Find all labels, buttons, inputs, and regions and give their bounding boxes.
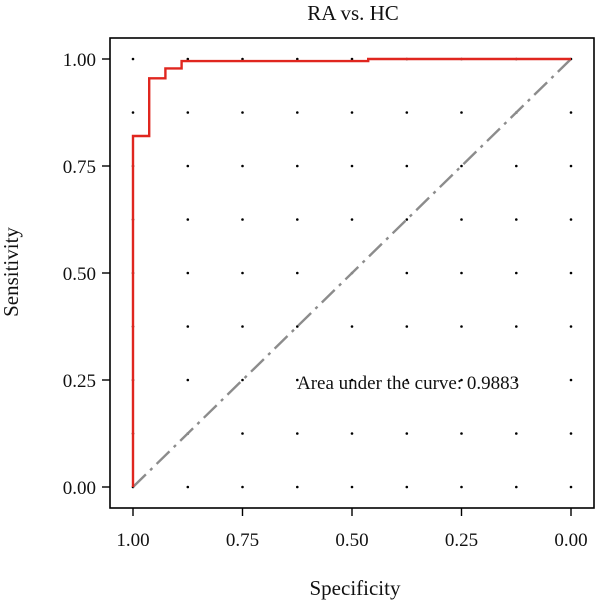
grid-dot (241, 271, 244, 275)
grid-dot (515, 432, 518, 435)
x-tick-label: 0.25 (445, 530, 478, 551)
grid-dot (241, 111, 244, 114)
grid-dot (405, 271, 409, 275)
grid-dot (186, 218, 190, 221)
grid-dot (296, 432, 299, 435)
axis-ticks (102, 58, 572, 516)
grid-dot (405, 325, 409, 328)
x-axis-label: Specificity (310, 576, 401, 600)
x-tick-label: 0.00 (554, 530, 587, 551)
grid-dot (569, 378, 573, 382)
grid-dot (296, 325, 299, 328)
axis-tick-labels: 1.00 0.75 0.50 0.25 0.00 0.00 0.25 0.50 0.75 1.00 (63, 50, 588, 551)
y-tick-label: 0.25 (63, 371, 96, 392)
grid-dot (405, 164, 409, 168)
y-tick-label: 1.00 (63, 50, 96, 71)
grid-dot (405, 111, 409, 114)
y-tick-label: 0.50 (63, 264, 96, 285)
grid-dot (569, 485, 573, 489)
grid-dot (296, 485, 299, 489)
grid-dot (296, 164, 299, 168)
y-tick-label: 0.00 (63, 478, 96, 499)
grid-dot (460, 164, 463, 168)
grid-dot (241, 485, 244, 489)
grid-dot (569, 325, 573, 328)
grid-dot (131, 57, 135, 61)
grid-dot (515, 378, 518, 382)
auc-annotation: Area under the curve: 0.9883 (297, 373, 519, 394)
grid-dot (515, 164, 518, 168)
grid-dot (405, 218, 409, 221)
grid-dot (405, 432, 409, 435)
grid-dot (460, 111, 463, 114)
grid-dot (350, 325, 354, 328)
grid-dot (186, 111, 190, 114)
x-tick-label: 1.00 (116, 530, 149, 551)
grid-dot (515, 271, 518, 275)
grid-dot (350, 164, 354, 168)
grid-dot (460, 432, 463, 435)
x-tick-label: 0.50 (335, 530, 368, 551)
grid-dot (460, 218, 463, 221)
grid-dot (241, 164, 244, 168)
grid-dot (131, 111, 135, 114)
grid-dot (350, 57, 354, 61)
y-tick-label: 0.75 (63, 157, 96, 178)
grid-dot (569, 218, 573, 221)
grid-dot (350, 432, 354, 435)
grid-dot (460, 485, 463, 489)
grid-dot (186, 57, 190, 61)
grid-dot (460, 325, 463, 328)
grid-dot (296, 57, 299, 61)
reference-diagonal-line (132, 58, 572, 488)
grid-dot (241, 432, 244, 435)
grid-dot (569, 432, 573, 435)
grid-dot (515, 485, 518, 489)
grid-dot (241, 218, 244, 221)
grid-dot (186, 485, 190, 489)
x-tick-label: 0.75 (226, 530, 259, 551)
grid-dot (186, 164, 190, 168)
grid-dot (186, 325, 190, 328)
grid-dot (350, 485, 354, 489)
grid-dot (186, 271, 190, 275)
roc-curve-line (131, 57, 571, 487)
grid-dot (350, 378, 354, 382)
grid-dot (296, 111, 299, 114)
grid-dot (296, 218, 299, 221)
grid-dot (460, 378, 463, 382)
grid-dot (515, 218, 518, 221)
y-axis-label: Sensitivity (0, 227, 23, 317)
grid-dot (350, 111, 354, 114)
grid-dot (405, 485, 409, 489)
grid-dot (241, 378, 244, 382)
chart-title: RA vs. HC (307, 1, 399, 25)
grid-dot (350, 218, 354, 221)
grid-dot (296, 378, 299, 382)
grid-dot (296, 271, 299, 275)
grid-dot (515, 325, 518, 328)
grid-dot (241, 325, 244, 328)
grid-dot (186, 378, 190, 382)
grid-dot (569, 111, 573, 114)
grid-dot (569, 271, 573, 275)
grid-dot (405, 378, 409, 382)
grid-dot (569, 164, 573, 168)
grid-dot (241, 57, 244, 61)
grid-dot (460, 271, 463, 275)
